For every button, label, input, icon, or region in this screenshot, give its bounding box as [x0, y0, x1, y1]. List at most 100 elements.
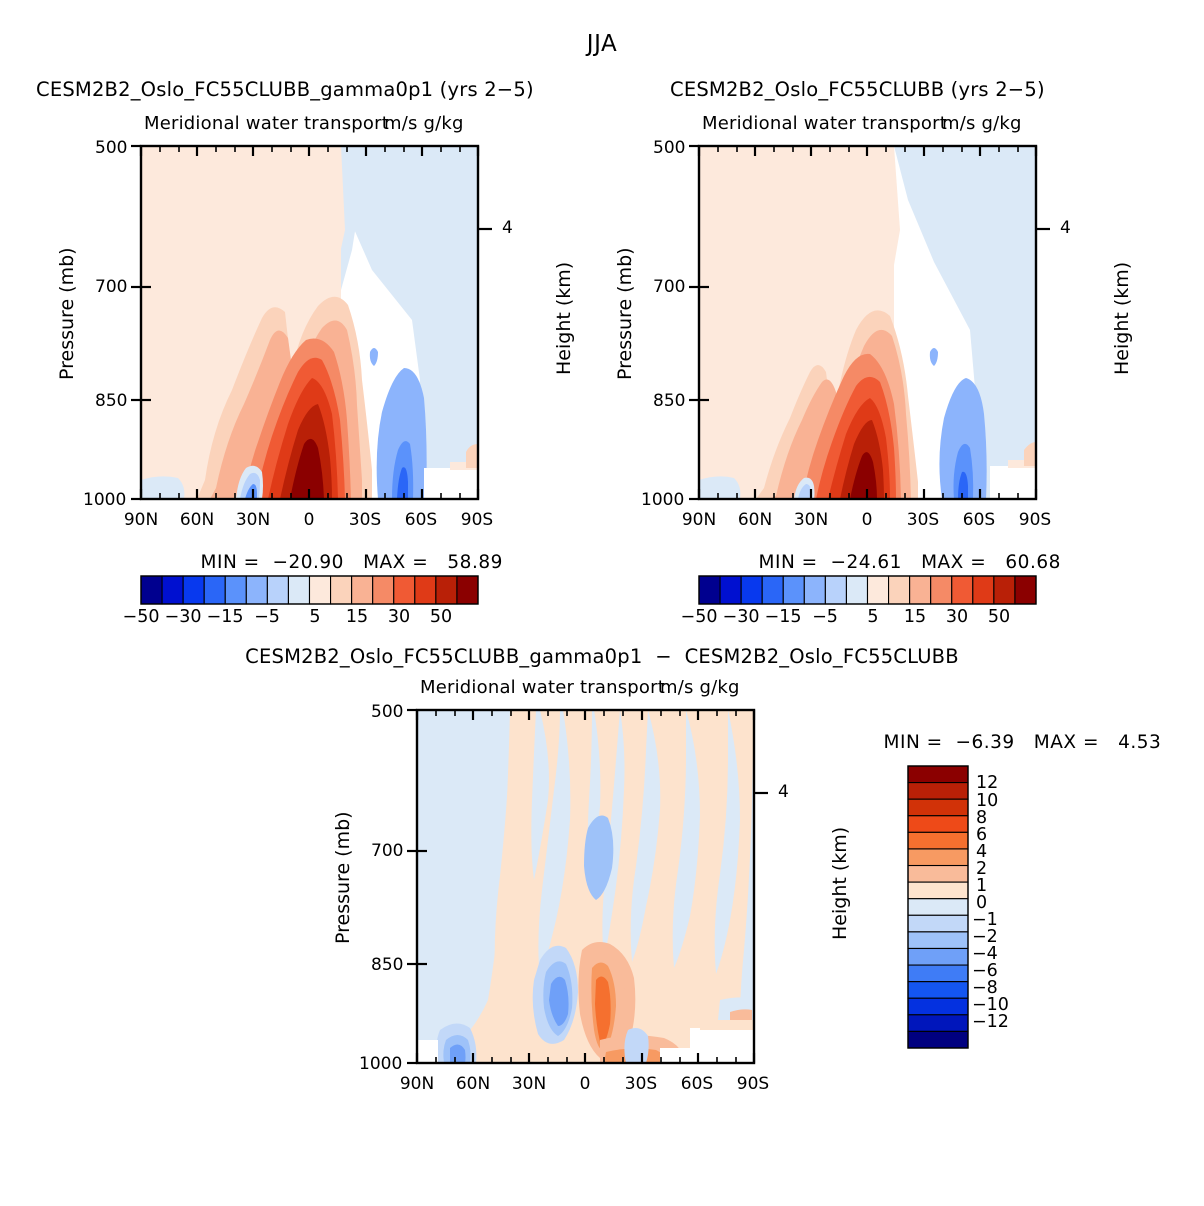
- xtick-0: 0: [861, 510, 873, 530]
- xtick-90N: 90N: [399, 1074, 435, 1094]
- y-ticks-a: [131, 144, 492, 501]
- min-value: −24.61: [830, 552, 902, 573]
- cb-label: 1: [976, 876, 988, 896]
- xtick-0: 0: [579, 1074, 591, 1094]
- xtick-60N: 60N: [179, 510, 215, 530]
- xtick-30N: 30N: [235, 510, 271, 530]
- contour-field-b: [699, 146, 1036, 499]
- cb-label: −5: [812, 607, 838, 627]
- panel-top-left-title: CESM2B2_Oslo_FC55CLUBB_gamma0p1 (yrs 2−5…: [36, 78, 534, 101]
- ytick-500: 500: [95, 138, 128, 158]
- ytick-700: 700: [95, 277, 128, 297]
- panel-top-left-colorbar: [140, 575, 479, 605]
- xtick-0: 0: [303, 510, 315, 530]
- y2tick-4: 4: [502, 218, 513, 238]
- colorbar-cell: [907, 782, 969, 800]
- cb-label: 50: [987, 607, 1011, 627]
- panel-difference-variable: Meridional water transport: [420, 677, 665, 698]
- max-label: MAX =: [363, 552, 429, 573]
- panel-top-left: CESM2B2_Oslo_FC55CLUBB_gamma0p1 (yrs 2−5…: [0, 0, 600, 627]
- xtick-60S: 60S: [680, 1074, 714, 1094]
- colorbar-cell: [907, 947, 969, 966]
- colorbar-cell: [907, 848, 969, 867]
- ytick-850: 850: [95, 391, 128, 411]
- ytick-850: 850: [371, 955, 404, 975]
- y2tick-4: 4: [778, 782, 789, 802]
- colorbar-cell: [907, 1014, 969, 1032]
- colorbar-cell: [907, 981, 969, 999]
- colorbar-cell: [907, 964, 969, 983]
- min-value: −20.90: [272, 552, 344, 573]
- panel-top-right-units: m/s g/kg: [942, 113, 1022, 134]
- ytick-1000: 1000: [359, 1054, 403, 1074]
- colorbar-cell: [907, 914, 969, 933]
- panel-top-right: CESM2B2_Oslo_FC55CLUBB (yrs 2−5) Meridio…: [604, 0, 1204, 627]
- ytick-850: 850: [653, 391, 686, 411]
- xtick-90S: 90S: [1018, 510, 1052, 530]
- cb-label: −12: [972, 1012, 1009, 1032]
- min-label: MIN =: [883, 732, 943, 753]
- xtick-60S: 60S: [404, 510, 438, 530]
- cb-label: 12: [976, 773, 999, 793]
- colorbar-cell: [907, 997, 969, 1016]
- cb-label: −2: [972, 927, 998, 947]
- cb-label: 4: [976, 842, 988, 862]
- colorbar-cell: [907, 831, 969, 850]
- cb-label: 10: [976, 791, 999, 811]
- max-value: 58.89: [447, 552, 503, 573]
- colorbar-cell: [907, 898, 969, 916]
- xtick-90S: 90S: [460, 510, 494, 530]
- xtick-90N: 90N: [681, 510, 717, 530]
- colorbar-cell: [907, 815, 969, 833]
- cb-label: 50: [429, 607, 453, 627]
- colorbar-cell: [907, 864, 969, 883]
- panel-top-left-units: m/s g/kg: [384, 113, 464, 134]
- xtick-90S: 90S: [736, 1074, 770, 1094]
- cb-label: 30: [387, 607, 411, 627]
- colorbar-cell: [907, 765, 969, 784]
- panel-top-right-minmax: MIN = −24.61 MAX = 60.68: [733, 531, 1061, 594]
- panel-difference-minmax: MIN = −6.39 MAX = 4.53: [858, 711, 1161, 774]
- ytick-700: 700: [371, 841, 404, 861]
- panel-top-right-title: CESM2B2_Oslo_FC55CLUBB (yrs 2−5): [670, 78, 1045, 101]
- cb-label: −4: [972, 944, 998, 964]
- max-value: 4.53: [1118, 732, 1162, 753]
- xtick-90N: 90N: [123, 510, 159, 530]
- xtick-60N: 60N: [455, 1074, 491, 1094]
- colorbar-cell: [907, 931, 969, 950]
- ytick-500: 500: [371, 702, 404, 722]
- cb-label: 6: [976, 825, 988, 845]
- max-label: MAX =: [1033, 732, 1099, 753]
- cb-label: −15: [764, 607, 802, 627]
- y2tick-4: 4: [1060, 218, 1071, 238]
- min-value: −6.39: [955, 732, 1015, 753]
- x-ticks-a: [139, 146, 480, 499]
- contour-field-c: [417, 710, 754, 1063]
- cb-label: 15: [345, 607, 369, 627]
- xtick-30S: 30S: [348, 510, 382, 530]
- colorbar-cell: [907, 881, 969, 900]
- panel-difference-title: CESM2B2_Oslo_FC55CLUBB_gamma0p1 − CESM2B…: [245, 645, 959, 668]
- cb-label: 15: [903, 607, 927, 627]
- xtick-30S: 30S: [624, 1074, 658, 1094]
- cb-label: 8: [976, 808, 988, 828]
- contour-field-a: [141, 146, 478, 499]
- cb-label: 5: [309, 607, 321, 627]
- xtick-30N: 30N: [511, 1074, 547, 1094]
- panel-difference-units: m/s g/kg: [660, 677, 740, 698]
- panel-top-right-variable: Meridional water transport: [702, 113, 947, 134]
- y-ticks-c: [407, 708, 768, 1065]
- cb-label: −8: [972, 978, 998, 998]
- cb-label: 0: [976, 893, 988, 913]
- cb-label: −30: [164, 607, 202, 627]
- xtick-60N: 60N: [737, 510, 773, 530]
- panel-top-left-variable: Meridional water transport: [144, 113, 389, 134]
- cb-label: 30: [945, 607, 969, 627]
- xtick-30S: 30S: [906, 510, 940, 530]
- max-value: 60.68: [1005, 552, 1061, 573]
- season-title: JJA: [586, 31, 618, 57]
- min-label: MIN =: [200, 552, 260, 573]
